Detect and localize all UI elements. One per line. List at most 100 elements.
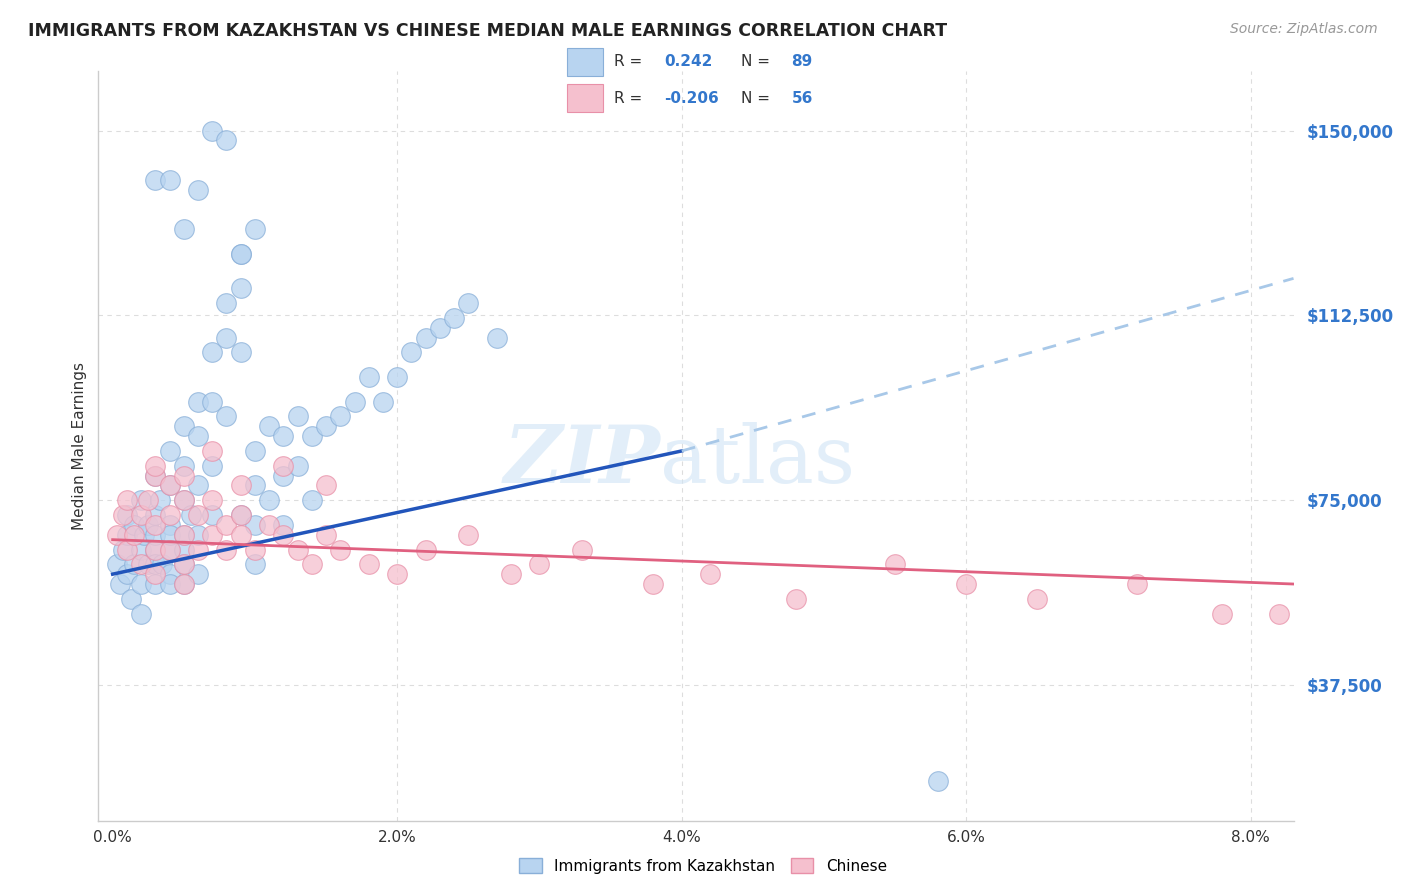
- Point: [105, 558, 128, 572]
- Point: [229, 527, 252, 541]
- Point: [571, 542, 593, 557]
- Point: [159, 517, 181, 532]
- Point: [357, 558, 380, 572]
- Point: [187, 527, 209, 541]
- Point: [243, 444, 266, 458]
- Point: [243, 478, 266, 492]
- Point: [111, 508, 134, 522]
- Point: [122, 527, 145, 541]
- Point: [429, 320, 451, 334]
- Point: [159, 508, 181, 522]
- Point: [120, 591, 142, 606]
- Point: [1026, 591, 1049, 606]
- Point: [111, 542, 134, 557]
- Point: [173, 558, 195, 572]
- Point: [187, 542, 209, 557]
- Point: [201, 508, 224, 522]
- Point: [173, 577, 195, 591]
- Point: [143, 468, 166, 483]
- FancyBboxPatch shape: [567, 85, 603, 112]
- Point: [115, 542, 138, 557]
- Point: [173, 527, 195, 541]
- Point: [215, 133, 238, 147]
- Point: [143, 527, 166, 541]
- Point: [115, 527, 138, 541]
- Point: [699, 567, 721, 582]
- Point: [159, 542, 181, 557]
- Point: [173, 458, 195, 473]
- Point: [257, 493, 280, 508]
- Point: [243, 517, 266, 532]
- Text: atlas: atlas: [661, 422, 855, 500]
- Point: [115, 567, 138, 582]
- Point: [955, 577, 977, 591]
- Point: [287, 409, 309, 424]
- Point: [180, 508, 202, 522]
- Point: [143, 517, 166, 532]
- FancyBboxPatch shape: [567, 48, 603, 77]
- Point: [215, 330, 238, 344]
- Point: [529, 558, 551, 572]
- Point: [129, 542, 152, 557]
- Point: [1268, 607, 1291, 621]
- Point: [201, 458, 224, 473]
- Point: [229, 345, 252, 359]
- Point: [329, 409, 352, 424]
- Point: [129, 508, 152, 522]
- Point: [357, 370, 380, 384]
- Point: [315, 478, 337, 492]
- Point: [273, 458, 295, 473]
- Point: [129, 577, 152, 591]
- Point: [173, 493, 195, 508]
- Point: [159, 527, 181, 541]
- Point: [301, 493, 323, 508]
- Point: [122, 558, 145, 572]
- Point: [485, 330, 508, 344]
- Point: [173, 558, 195, 572]
- Point: [129, 493, 152, 508]
- Point: [108, 577, 131, 591]
- Point: [136, 493, 159, 508]
- Point: [152, 558, 174, 572]
- Point: [273, 527, 295, 541]
- Point: [173, 222, 195, 236]
- Point: [243, 222, 266, 236]
- Point: [201, 394, 224, 409]
- Point: [443, 310, 465, 325]
- Point: [143, 558, 166, 572]
- Point: [187, 183, 209, 197]
- Point: [215, 542, 238, 557]
- Point: [273, 468, 295, 483]
- Point: [173, 493, 195, 508]
- Point: [143, 173, 166, 187]
- Point: [201, 493, 224, 508]
- Point: [229, 246, 252, 260]
- Point: [143, 468, 166, 483]
- Point: [173, 577, 195, 591]
- Point: [173, 419, 195, 434]
- Point: [187, 429, 209, 443]
- Text: 0.242: 0.242: [665, 54, 713, 70]
- Point: [927, 774, 949, 789]
- Point: [215, 517, 238, 532]
- Point: [149, 493, 172, 508]
- Point: [343, 394, 366, 409]
- Point: [385, 567, 409, 582]
- Point: [132, 527, 155, 541]
- Point: [201, 444, 224, 458]
- Point: [159, 444, 181, 458]
- Text: N =: N =: [741, 54, 775, 70]
- Point: [215, 296, 238, 310]
- Point: [143, 542, 166, 557]
- Text: 89: 89: [792, 54, 813, 70]
- Point: [115, 493, 138, 508]
- Text: IMMIGRANTS FROM KAZAKHSTAN VS CHINESE MEDIAN MALE EARNINGS CORRELATION CHART: IMMIGRANTS FROM KAZAKHSTAN VS CHINESE ME…: [28, 22, 948, 40]
- Point: [301, 429, 323, 443]
- Point: [115, 508, 138, 522]
- Point: [159, 542, 181, 557]
- Point: [415, 542, 437, 557]
- Point: [385, 370, 409, 384]
- Point: [301, 558, 323, 572]
- Point: [201, 345, 224, 359]
- Point: [643, 577, 665, 591]
